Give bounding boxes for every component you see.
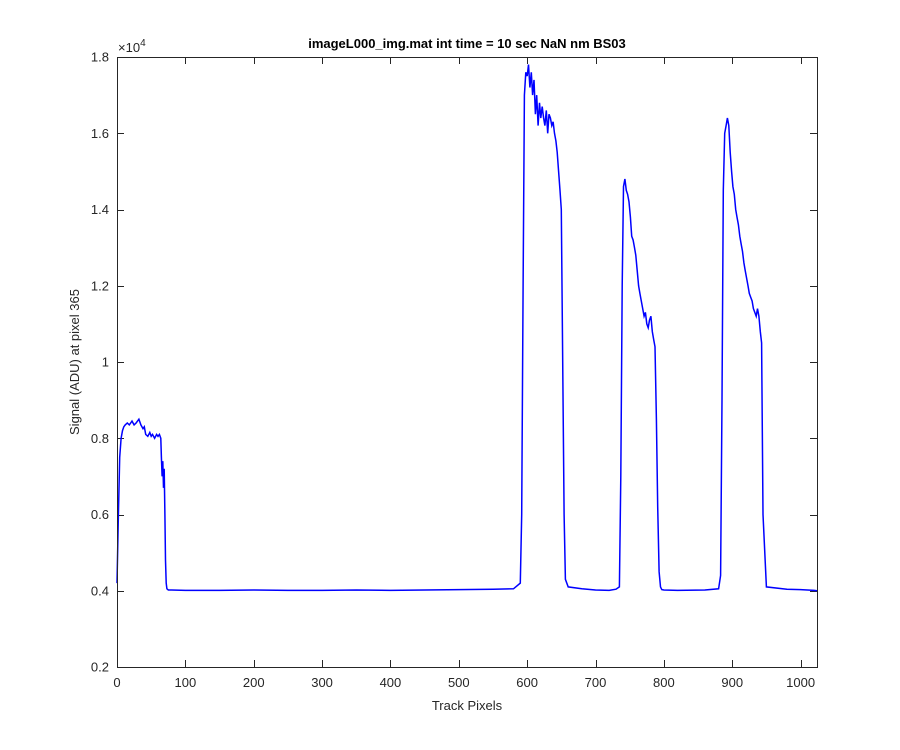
x-axis-ticks: 0 100 200 300 400 500 600 700 800 900 1000 xyxy=(113,57,815,690)
x-tick-label: 200 xyxy=(243,675,265,690)
y-axis-ticks: 0.2 0.4 0.6 0.8 1 1.2 1.4 1.6 1.8 xyxy=(91,50,817,675)
x-axis-label: Track Pixels xyxy=(432,698,503,713)
x-tick-label: 700 xyxy=(585,675,607,690)
y-tick-label: 0.6 xyxy=(91,507,109,522)
x-tick-label: 1000 xyxy=(786,675,815,690)
y-tick-label: 0.4 xyxy=(91,583,109,598)
x-tick-label: 300 xyxy=(311,675,333,690)
x-tick-label: 900 xyxy=(721,675,743,690)
x-tick-label: 400 xyxy=(380,675,402,690)
y-axis-multiplier-base: ×10 xyxy=(118,40,140,55)
y-axis-multiplier-exponent: 4 xyxy=(140,38,146,49)
x-tick-label: 800 xyxy=(653,675,675,690)
y-tick-label: 0.8 xyxy=(91,431,109,446)
series-line xyxy=(116,64,818,592)
y-tick-label: 1.8 xyxy=(91,50,109,65)
x-tick-label: 500 xyxy=(448,675,470,690)
chart-title: imageL000_img.mat int time = 10 sec NaN … xyxy=(308,36,626,51)
axes-box xyxy=(117,57,818,668)
y-tick-label: 1 xyxy=(102,355,109,370)
y-tick-label: 1.2 xyxy=(91,278,109,293)
y-tick-label: 1.4 xyxy=(91,202,109,217)
x-tick-label: 100 xyxy=(175,675,197,690)
y-axis-label: Signal (ADU) at pixel 365 xyxy=(67,289,82,435)
x-tick-label: 0 xyxy=(113,675,120,690)
y-tick-label: 1.6 xyxy=(91,126,109,141)
y-axis-multiplier: ×104 xyxy=(118,38,146,55)
axes-background xyxy=(117,57,817,667)
y-tick-label: 0.2 xyxy=(91,660,109,675)
x-tick-label: 600 xyxy=(516,675,538,690)
